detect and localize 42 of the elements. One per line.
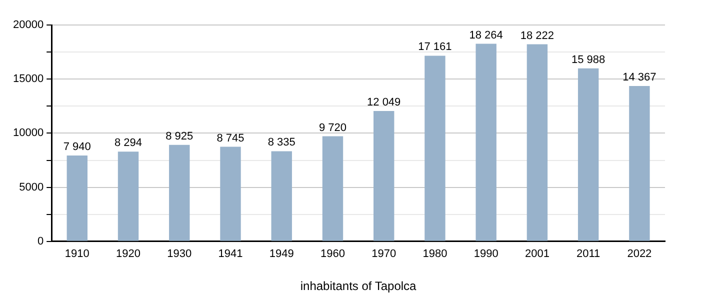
x-tick-label: 1970 xyxy=(372,248,396,260)
x-tick-label: 2022 xyxy=(627,248,652,260)
x-tick-label: 1941 xyxy=(218,248,243,260)
x-axis-title: inhabitants of Tapolca xyxy=(300,279,417,294)
x-tick-label: 1920 xyxy=(116,248,141,260)
x-tick-label: 2001 xyxy=(524,248,550,260)
bar xyxy=(220,146,241,241)
bar xyxy=(476,44,496,241)
data-label: 15 988 xyxy=(571,54,606,66)
x-tick-label: 1930 xyxy=(167,248,192,260)
x-tick-label: 2011 xyxy=(576,248,600,260)
bar xyxy=(271,151,292,241)
y-tick-label: 0 xyxy=(37,235,44,248)
data-label: 14 367 xyxy=(622,71,656,84)
x-tick-label: 1990 xyxy=(474,248,498,260)
data-label: 17 161 xyxy=(418,41,452,54)
x-tick-label: 1949 xyxy=(269,248,294,260)
y-tick-label: 5000 xyxy=(19,181,44,194)
y-tick-label: 20000 xyxy=(12,19,44,32)
data-label: 18 264 xyxy=(469,29,503,42)
bar xyxy=(374,111,394,241)
data-label: 8 294 xyxy=(114,137,142,150)
bar xyxy=(322,136,344,241)
y-tick-label: 10000 xyxy=(12,127,44,140)
x-tick-label: 1980 xyxy=(422,248,448,260)
bar xyxy=(169,144,190,241)
x-tick-label: 1960 xyxy=(320,248,345,260)
bar xyxy=(66,155,88,241)
data-label: 12 049 xyxy=(367,96,401,109)
bar xyxy=(118,152,139,241)
data-label: 9 720 xyxy=(318,122,346,134)
data-label: 8 925 xyxy=(166,130,194,142)
bar xyxy=(424,56,446,241)
x-tick-label: 1910 xyxy=(64,248,90,260)
data-label: 8 745 xyxy=(216,132,244,144)
bar xyxy=(526,44,548,241)
bar xyxy=(629,86,650,241)
data-label: 8 335 xyxy=(268,136,296,149)
data-label: 7 940 xyxy=(63,141,91,154)
y-tick-label: 15000 xyxy=(12,73,44,86)
data-label: 18 222 xyxy=(520,30,554,42)
bar xyxy=(578,68,599,241)
